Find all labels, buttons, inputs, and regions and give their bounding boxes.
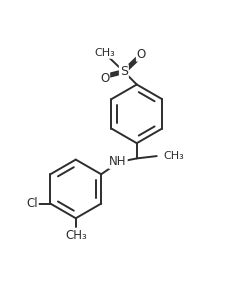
Text: Cl: Cl	[26, 197, 38, 210]
Text: NH: NH	[109, 155, 127, 168]
Text: CH₃: CH₃	[65, 229, 87, 242]
Text: CH₃: CH₃	[163, 151, 184, 161]
Text: O: O	[100, 72, 109, 85]
Text: S: S	[120, 65, 128, 78]
Text: O: O	[137, 48, 146, 61]
Text: CH₃: CH₃	[95, 48, 115, 58]
